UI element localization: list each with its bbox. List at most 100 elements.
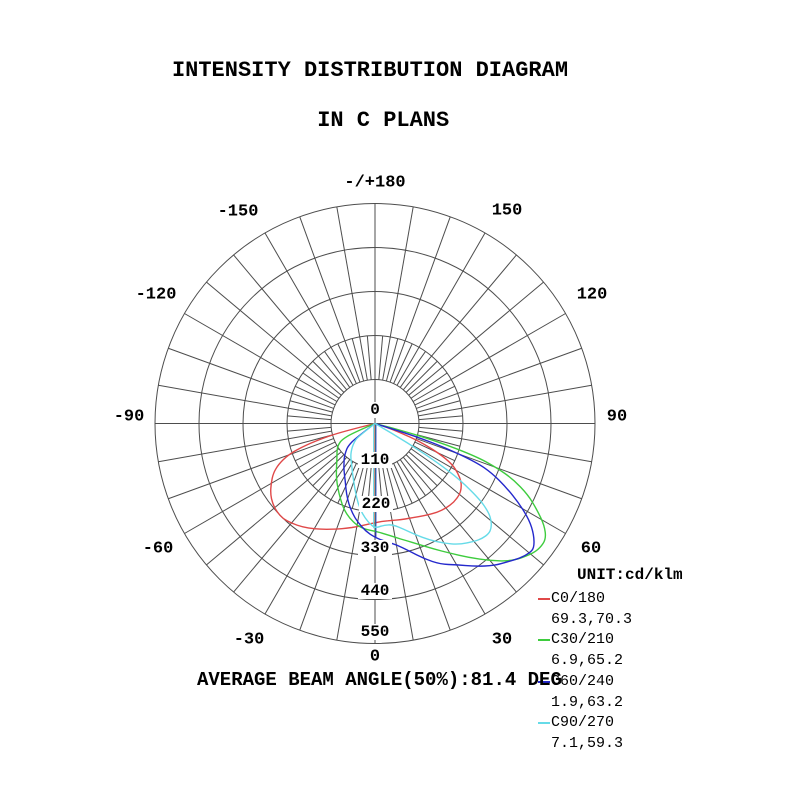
- grid-spoke-minor: [417, 434, 461, 447]
- angle-label--120: -120: [136, 286, 177, 305]
- grid-spoke: [168, 347, 334, 409]
- grid-spoke-minor: [337, 463, 357, 504]
- legend-entry-C30-210: C30/210 6.9,65.2: [538, 630, 771, 671]
- grid-spoke: [158, 430, 332, 463]
- legend-entry-values: 69.3,70.3: [551, 610, 633, 628]
- legend-entry-label: C90/270: [551, 714, 615, 732]
- grid-spoke: [264, 232, 354, 386]
- chart-labels: 0 110 220 330 440 550 -/+180 -150 150 -120 120 -90 9…: [114, 174, 628, 667]
- angle-label-120: 120: [577, 286, 608, 305]
- angle-label-150: 150: [492, 202, 523, 221]
- angle-label-60: 60: [581, 540, 601, 559]
- angle-label--150: -150: [218, 203, 259, 222]
- grid-spoke-minor: [399, 459, 426, 496]
- page-title-line2: IN C PLANS: [317, 108, 450, 133]
- legend-swatch-icon: [538, 598, 550, 600]
- legend-entry-C90-270: C90/270 7.1,59.3: [538, 713, 771, 754]
- ring-label-550: 550: [361, 623, 390, 641]
- angle-label--60: -60: [143, 540, 174, 559]
- ring-label-440: 440: [361, 582, 390, 600]
- ring-label-440-bg: [358, 583, 392, 599]
- grid-spoke: [408, 451, 544, 566]
- legend-swatch-icon: [538, 680, 550, 683]
- legend-swatch-icon: [538, 722, 550, 725]
- grid-spoke-minor: [302, 372, 340, 399]
- ring-label-110: 110: [361, 451, 390, 469]
- angle-label--30: -30: [234, 631, 265, 650]
- grid-spoke: [402, 254, 517, 391]
- ring-label-550-bg: [358, 624, 392, 640]
- grid-spoke: [412, 313, 566, 402]
- grid-spoke-minor: [366, 335, 372, 380]
- grid-spoke: [299, 216, 361, 383]
- legend-entry-label: C30/210: [551, 631, 615, 649]
- grid-spoke: [382, 466, 414, 641]
- grid-spoke-minor: [351, 465, 365, 509]
- grid-spoke-minor: [410, 448, 448, 475]
- curve-C60-240: [343, 422, 535, 567]
- grid-spoke-minor: [378, 335, 384, 380]
- grid-spoke: [184, 445, 338, 534]
- grid-spoke-minor: [312, 360, 345, 393]
- grid-spoke: [418, 384, 592, 417]
- ring-label-330-bg: [358, 540, 392, 556]
- legend-entry-values: 6.9,65.2: [551, 652, 624, 670]
- ring-label-220: 220: [362, 495, 391, 513]
- grid-spoke-minor: [287, 415, 332, 421]
- grid-spoke-minor: [337, 343, 357, 384]
- grid-spoke: [158, 384, 332, 417]
- curve-C90-270: [350, 422, 493, 545]
- grid-spoke: [396, 461, 486, 615]
- grid-spoke-minor: [405, 360, 438, 393]
- grid-spoke: [184, 313, 338, 402]
- grid-spoke-minor: [289, 400, 333, 413]
- grid-spoke-minor: [385, 465, 399, 509]
- legend-entry-C60-240: C60/240 1.9,63.2: [538, 672, 771, 713]
- page-title-line1: INTENSITY DISTRIBUTION DIAGRAM: [171, 58, 569, 83]
- grid-spoke-minor: [295, 385, 336, 406]
- grid-spoke-minor: [393, 343, 413, 384]
- grid-spoke: [264, 461, 354, 615]
- grid-spoke-minor: [418, 415, 463, 421]
- grid-spoke: [412, 445, 566, 534]
- grid-spoke: [206, 281, 342, 396]
- grid-spoke-minor: [287, 426, 332, 432]
- legend-entry-label: C60/240: [551, 672, 615, 690]
- grid-spoke: [416, 347, 582, 409]
- grid-spoke-minor: [385, 338, 399, 382]
- grid-spoke: [336, 206, 368, 381]
- legend-entry-C0-180: C0/180 69.3,70.3: [538, 589, 771, 630]
- ring-label-330: 330: [361, 539, 390, 557]
- grid-spoke: [206, 451, 342, 566]
- angle-label-0: 0: [370, 648, 380, 667]
- grid-spoke: [233, 456, 348, 593]
- grid-spoke-minor: [393, 463, 413, 504]
- angle-label-30: 30: [492, 631, 512, 650]
- grid-spoke-minor: [312, 454, 345, 487]
- legend-entry-label: C0/180: [551, 590, 606, 607]
- grid-spoke-minor: [405, 454, 438, 487]
- legend-entry-values: 1.9,63.2: [551, 693, 624, 711]
- grid-spoke-minor: [295, 441, 336, 462]
- grid-spoke-minor: [414, 385, 455, 406]
- grid-spoke-minor: [418, 426, 463, 432]
- ring-label-0-bg: [367, 402, 383, 418]
- ring-label-110-bg: [358, 452, 392, 468]
- grid-spoke: [402, 456, 517, 593]
- average-beam-angle-label: AVERAGE BEAM ANGLE(50%):81.4 DEG: [197, 669, 562, 691]
- grid-spoke: [416, 438, 582, 500]
- grid-spoke-minor: [351, 338, 365, 382]
- grid-spoke-minor: [410, 372, 448, 399]
- angle-label-90: 90: [607, 408, 627, 427]
- grid-spoke: [396, 232, 486, 386]
- grid-spoke-minor: [324, 351, 351, 388]
- grid-spoke: [389, 216, 451, 383]
- grid-spoke: [418, 430, 592, 463]
- grid-spoke: [389, 464, 451, 631]
- grid-spoke: [299, 464, 361, 631]
- grid-spoke-minor: [302, 448, 340, 475]
- grid-spoke-minor: [399, 351, 426, 388]
- angle-label--180: -/+180: [344, 174, 405, 193]
